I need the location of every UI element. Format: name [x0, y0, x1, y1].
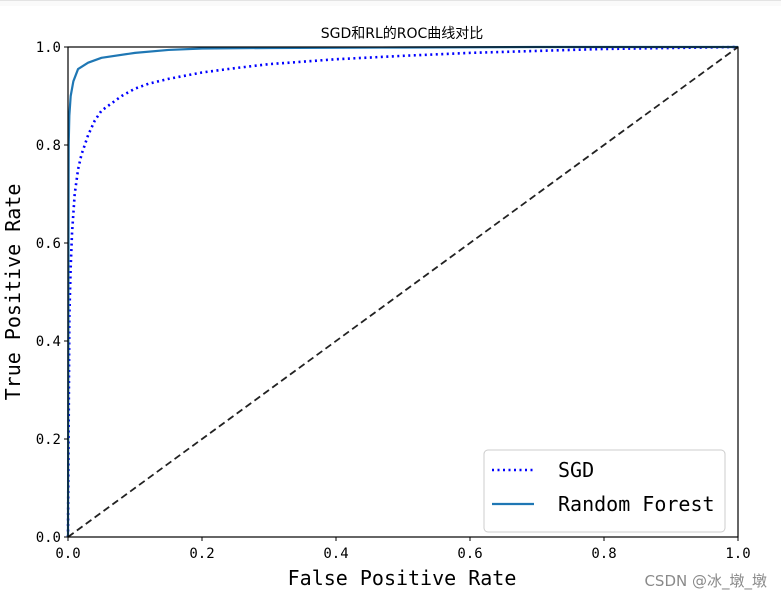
legend-label: SGD — [558, 458, 594, 482]
y-tick-label: 1.0 — [36, 40, 61, 56]
x-tick-label: 0.6 — [457, 546, 482, 562]
x-tick-label: 0.8 — [591, 546, 616, 562]
plot-area: 0.0 0.2 0.4 0.6 0.8 1.0 0.0 0.2 0.4 0.6 0.8 1.0 SGD R… — [36, 40, 751, 562]
x-tick-label: 0.2 — [189, 546, 214, 562]
chart-title: SGD和RL的ROC曲线对比 — [321, 26, 484, 42]
diagonal-reference-line — [67, 46, 739, 538]
x-tick-label: 0.4 — [323, 546, 348, 562]
watermark: CSDN @冰_墩_墩 — [644, 572, 767, 590]
x-tick-label: 0.0 — [55, 546, 80, 562]
y-tick-label: 0.2 — [36, 432, 61, 448]
legend-label: Random Forest — [558, 492, 715, 516]
top-border — [0, 0, 781, 6]
series-line-sgd — [66, 45, 739, 538]
legend-box — [483, 449, 726, 533]
y-tick-label: 0.8 — [36, 138, 61, 154]
y-tick-label: 0.6 — [36, 236, 61, 252]
x-tick-label: 1.0 — [725, 546, 750, 562]
y-axis-label: True Positive Rate — [1, 184, 25, 401]
y-tick-label: 0.4 — [36, 334, 61, 350]
y-tick-label: 0.0 — [36, 530, 61, 546]
x-axis-label: False Positive Rate — [288, 566, 517, 590]
series-line-random-forest — [66, 45, 738, 538]
plot-frame — [67, 46, 739, 538]
